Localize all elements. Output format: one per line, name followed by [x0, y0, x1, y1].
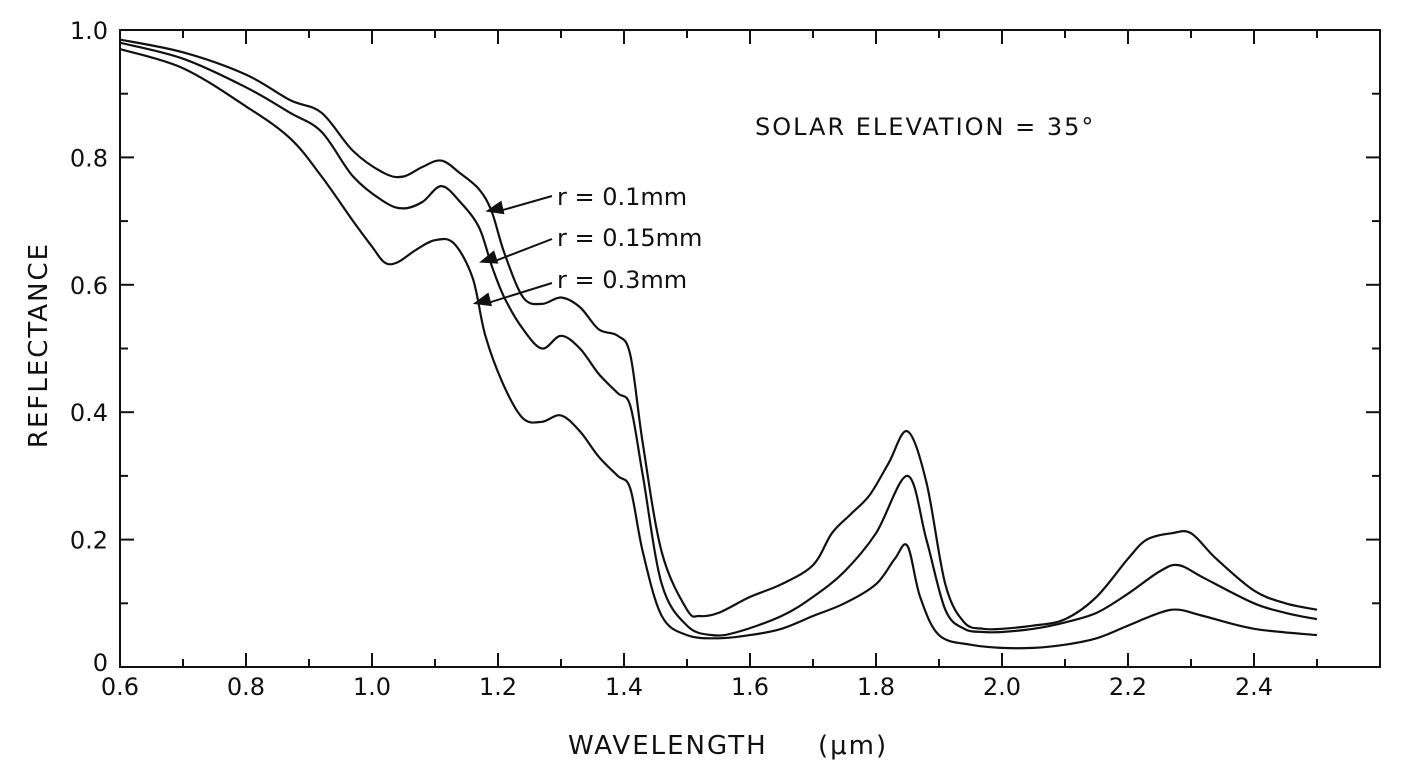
- series-arrows: [472, 195, 553, 307]
- series-arrow-line-0: [497, 195, 553, 213]
- y-tick-label: 0: [93, 649, 108, 677]
- series-arrow-line-2: [484, 282, 553, 305]
- y-tick-label: 1.0: [70, 17, 108, 45]
- x-tick-label: 2.2: [1109, 673, 1147, 701]
- x-ticks: 0.6 0.8 1.0 1.2 1.4 1.6 1.8 2.0 2.2 2.4: [101, 30, 1318, 701]
- x-tick-label: 1.2: [479, 673, 517, 701]
- x-tick-label: 1.0: [353, 673, 391, 701]
- x-tick-label: 0.6: [101, 673, 139, 701]
- series-arrow-line-1: [490, 238, 553, 264]
- series-curves: [119, 38, 1318, 650]
- series-arrow-head-2: [472, 292, 492, 307]
- x-tick-label: 1.8: [857, 673, 895, 701]
- series-label-0: r = 0.1mm: [557, 183, 687, 211]
- x-tick-label: 2.4: [1235, 673, 1273, 701]
- series-line-0: [119, 38, 1318, 631]
- series-line-1: [119, 41, 1318, 637]
- y-tick-label: 0.2: [70, 527, 108, 555]
- series-label-2: r = 0.3mm: [557, 266, 687, 294]
- y-tick-label: 0.6: [70, 272, 108, 300]
- y-axis-title: REFLECTANCE: [24, 242, 54, 448]
- x-tick-label: 1.4: [605, 673, 643, 701]
- x-axis-title-group: WAVELENGTH (μm): [568, 731, 888, 761]
- series-label-1: r = 0.15mm: [557, 224, 702, 252]
- x-axis-unit: (μm): [818, 731, 888, 761]
- x-tick-label: 0.8: [227, 673, 265, 701]
- y-tick-label: 0.8: [70, 144, 108, 172]
- y-tick-label: 0.4: [70, 399, 108, 427]
- solar-elevation-annotation: SOLAR ELEVATION = 35°: [755, 113, 1095, 141]
- series-line-2: [119, 48, 1318, 650]
- series-arrow-head-0: [485, 200, 505, 215]
- x-tick-label: 1.6: [731, 673, 769, 701]
- series-arrow-head-1: [479, 250, 499, 264]
- x-axis-title: WAVELENGTH: [568, 731, 768, 761]
- x-tick-label: 2.0: [983, 673, 1021, 701]
- series-labels: r = 0.1mm r = 0.15mm r = 0.3mm: [557, 183, 702, 294]
- y-ticks: 0 0.2 0.4 0.6 0.8 1.0: [70, 17, 1380, 677]
